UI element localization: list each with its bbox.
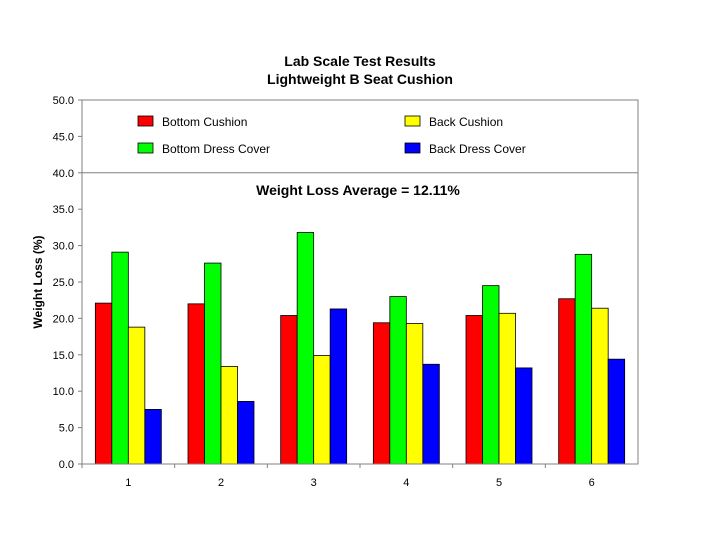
bar-bottom-cushion-6 <box>558 298 576 465</box>
legend-label: Back Cushion <box>429 115 503 129</box>
y-tick-label: 30.0 <box>53 241 74 253</box>
y-tick-label: 10.0 <box>53 386 74 398</box>
bar-back-cushion-3 <box>313 355 331 465</box>
gridlines <box>82 172 638 465</box>
y-tick-label: 50.0 <box>53 95 74 107</box>
x-tick-label: 6 <box>589 477 595 489</box>
y-tick-label: 40.0 <box>53 168 74 180</box>
legend-swatch <box>137 142 154 154</box>
bar-bottom-dress-cover-4 <box>389 296 407 465</box>
average-annotation: Weight Loss Average = 12.11% <box>256 182 460 198</box>
legend-swatch <box>137 115 154 127</box>
bar-back-dress-cover-6 <box>607 358 626 465</box>
bar-bottom-cushion-1 <box>94 302 113 465</box>
bar-back-dress-cover-5 <box>515 367 533 465</box>
bar-bottom-cushion-5 <box>465 315 483 465</box>
bar-bottom-cushion-2 <box>187 303 205 465</box>
bar-bottom-dress-cover-6 <box>574 253 593 465</box>
chart-subtitle: Lightweight B Seat Cushion <box>267 71 453 87</box>
legend-swatch <box>404 142 421 154</box>
bar-bottom-cushion-4 <box>372 322 391 465</box>
x-tick-label: 5 <box>496 477 502 489</box>
legend-label: Back Dress Cover <box>429 142 526 156</box>
x-tick-label: 2 <box>218 477 224 489</box>
y-tick-label: 15.0 <box>53 350 74 362</box>
bar-back-cushion-1 <box>127 326 146 465</box>
bar-back-dress-cover-1 <box>144 408 162 465</box>
bar-back-dress-cover-2 <box>237 400 255 465</box>
x-tick-label: 3 <box>311 477 317 489</box>
bar-bottom-dress-cover-5 <box>482 285 500 465</box>
bar-back-cushion-4 <box>405 323 424 465</box>
y-tick-label: 20.0 <box>53 313 74 325</box>
legend: Bottom Cushion Bottom Dress Cover Back Cus… <box>137 115 526 156</box>
y-axis-ticks: 0.0 5.0 10.0 15.0 20.0 25.0 30.0 35.0 40.0 45.0 50… <box>53 95 82 471</box>
bar-back-cushion-6 <box>591 307 609 465</box>
x-tick-label: 4 <box>403 477 409 489</box>
bar-back-cushion-2 <box>220 366 238 465</box>
bar-back-cushion-5 <box>498 312 516 465</box>
x-axis-ticks: 1 2 3 4 5 6 <box>81 464 595 489</box>
bars <box>94 232 626 465</box>
x-tick-label: 1 <box>125 477 131 489</box>
chart-title: Lab Scale Test Results <box>284 53 436 69</box>
bar-bottom-dress-cover-1 <box>111 251 129 465</box>
y-tick-label: 0.0 <box>59 459 74 471</box>
y-tick-label: 5.0 <box>59 423 74 435</box>
legend-swatch <box>404 115 421 127</box>
y-tick-label: 45.0 <box>53 131 74 143</box>
legend-label: Bottom Dress Cover <box>162 142 270 156</box>
bar-back-dress-cover-4 <box>422 363 440 465</box>
bar-bottom-dress-cover-3 <box>296 232 315 465</box>
y-axis-label: Weight Loss (%) <box>31 235 45 328</box>
plot-area-border <box>81 99 639 465</box>
y-tick-label: 25.0 <box>53 277 74 289</box>
bar-bottom-dress-cover-2 <box>204 262 222 465</box>
bar-back-dress-cover-3 <box>329 308 348 465</box>
bar-bottom-cushion-3 <box>280 315 298 465</box>
legend-label: Bottom Cushion <box>162 115 247 129</box>
y-tick-label: 35.0 <box>53 204 74 216</box>
